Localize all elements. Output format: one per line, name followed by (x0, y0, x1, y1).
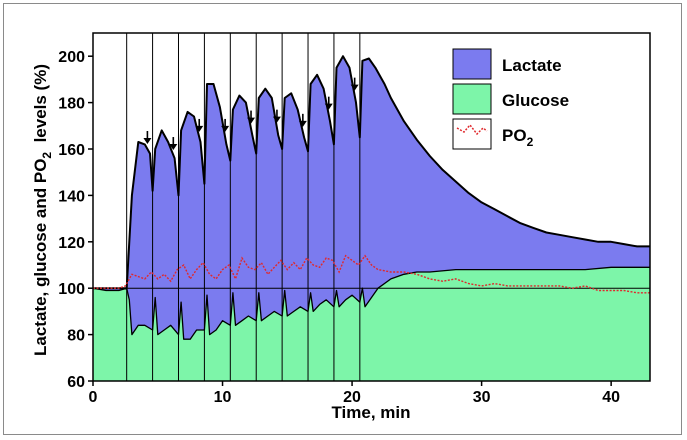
x-tick-label: 20 (343, 389, 361, 406)
arrow-marker (350, 84, 359, 91)
y-tick-label: 80 (67, 328, 85, 345)
y-tick-label: 180 (58, 96, 85, 113)
arrow-marker (169, 144, 178, 151)
y-tick-label: 140 (58, 188, 85, 205)
glucose-line (93, 266, 650, 340)
y-axis-label-subscript: 2 (40, 152, 54, 159)
legend-label-lactate: Lactate (502, 56, 562, 75)
arrow-marker (324, 103, 333, 110)
x-tick-label: 40 (602, 389, 620, 406)
arrow-marker (298, 120, 307, 127)
legend-label-glucose: Glucose (502, 91, 569, 110)
arrow-marker (247, 117, 256, 124)
arrow-marker (272, 116, 281, 123)
y-axis-label-part-1: Lactate, glucose and PO (31, 159, 50, 356)
legend-swatch-po2 (452, 118, 492, 150)
x-tick-label: 0 (89, 389, 98, 406)
y-tick-label: 120 (58, 235, 85, 252)
legend-label-po2: PO2 (502, 126, 534, 149)
arrow-markers (143, 77, 359, 151)
y-tick-label: 160 (58, 142, 85, 159)
x-tick-label: 30 (473, 389, 491, 406)
y-axis-label: Lactate, glucose and PO2 levels (%) (31, 64, 54, 356)
glucose-area (93, 267, 650, 381)
y-tick-label: 60 (67, 374, 85, 391)
y-axis: 60 80 100 120 140 160 180 200 (58, 49, 93, 391)
legend-swatch-glucose (452, 83, 492, 115)
stimulus-lines (126, 33, 361, 381)
legend: Lactate Glucose PO2 (452, 48, 569, 150)
legend-label-po2-sub: 2 (527, 135, 534, 149)
legend-po2-dotted-line (456, 123, 488, 136)
area-layer (93, 55, 650, 381)
legend-label-po2-main: PO (502, 126, 527, 145)
plot-frame (92, 32, 651, 382)
x-tick-label: 10 (214, 389, 232, 406)
po2-line (93, 254, 650, 294)
y-tick-label: 200 (58, 49, 85, 66)
arrow-marker (143, 138, 152, 144)
arrow-marker (221, 125, 230, 132)
x-axis: 0 10 20 30 40 (89, 381, 620, 406)
po2-layer (93, 254, 650, 294)
y-axis-label-part-2: levels (%) (31, 64, 50, 152)
arrow-marker (195, 125, 204, 132)
legend-swatch-lactate (452, 48, 492, 80)
y-tick-label: 100 (58, 281, 85, 298)
x-axis-label: Time, min (331, 403, 410, 422)
